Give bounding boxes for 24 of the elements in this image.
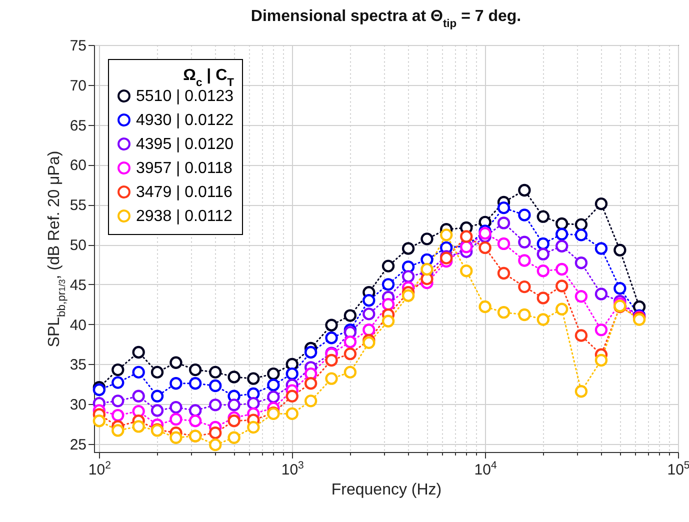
y-tick-label: 25 <box>70 436 86 454</box>
y-tick-label: 70 <box>70 77 86 94</box>
x-tick-label: 10$^{5}$ <box>667 460 689 478</box>
legend-label: 4930 | 0.0122 <box>136 112 234 129</box>
legend-title: Ω$_{c}$ | C$_{T}$ <box>183 67 234 89</box>
legend-label: 3957 | 0.0118 <box>136 160 232 177</box>
y-tick-label: 45 <box>70 276 86 294</box>
x-axis-title: Frequency (Hz) <box>331 482 442 498</box>
x-tick-label: 10$^{3}$ <box>281 460 304 478</box>
y-tick-label: 40 <box>70 316 86 334</box>
y-tick-label: 50 <box>70 237 86 254</box>
legend-label: 4395 | 0.0120 <box>136 136 234 153</box>
y-tick-label: 60 <box>70 157 86 174</box>
x-tick-label: 10$^{2}$ <box>88 460 112 478</box>
legend-label: 3479 | 0.0116 <box>136 184 232 201</box>
y-tick-label: 35 <box>70 356 86 374</box>
y-tick-label: 75 <box>70 38 86 54</box>
legend-label: 5510 | 0.0123 <box>136 88 234 105</box>
chart-title: Dimensional spectra at Θ$_{tip}$ = 7 deg. <box>250 8 522 30</box>
x-tick-label: 10$^{4}$ <box>474 460 497 478</box>
y-tick-label: 55 <box>70 197 86 214</box>
y-tick-label: 65 <box>70 117 86 134</box>
y-tick-label: 30 <box>70 396 86 414</box>
legend-label: 2938 | 0.0112 <box>136 208 232 225</box>
